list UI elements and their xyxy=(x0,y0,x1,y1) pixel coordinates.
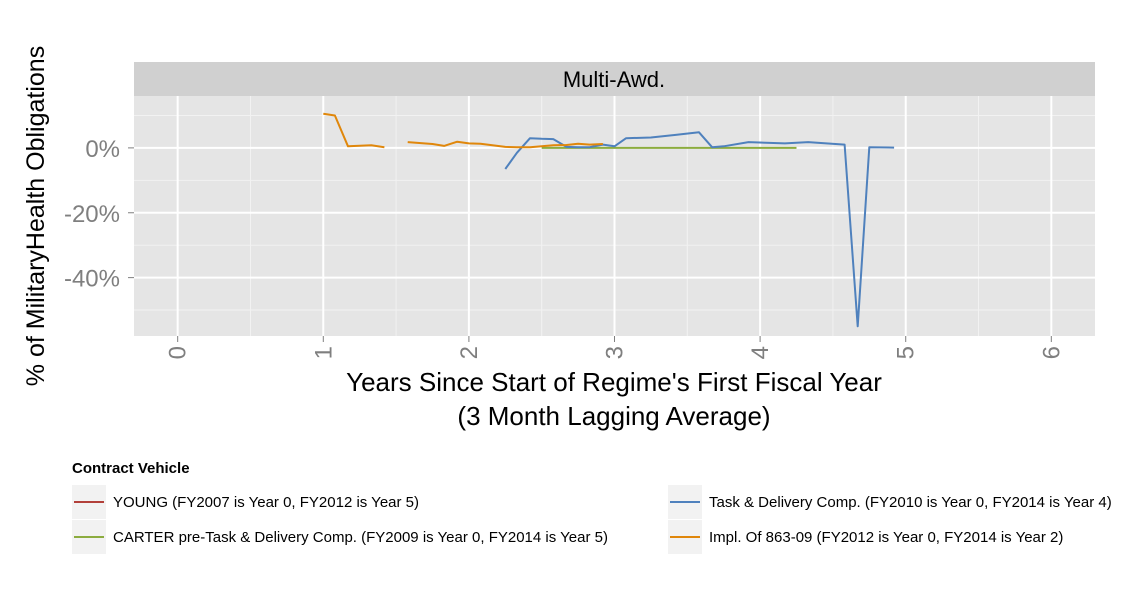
x-tick-label: 0 xyxy=(165,346,192,359)
legend-label: Impl. Of 863-09 (FY2012 is Year 0, FY201… xyxy=(709,529,1063,546)
legend-label: CARTER pre-Task & Delivery Comp. (FY2009… xyxy=(113,529,608,546)
x-axis-title-line1: Years Since Start of Regime's First Fisc… xyxy=(346,367,882,397)
x-tick-label: 4 xyxy=(747,346,774,359)
facet-label: Multi-Awd. xyxy=(563,67,665,92)
legend-label: YOUNG (FY2007 is Year 0, FY2012 is Year … xyxy=(113,494,419,511)
grid-major xyxy=(134,96,1095,336)
legend-item: YOUNG (FY2007 is Year 0, FY2012 is Year … xyxy=(72,485,419,519)
series-line-3 xyxy=(323,112,603,149)
y-tick-label: -20% xyxy=(64,201,120,228)
x-tick-label: 1 xyxy=(310,346,337,359)
legend-item: CARTER pre-Task & Delivery Comp. (FY2009… xyxy=(72,520,608,554)
series-layer xyxy=(323,112,895,328)
legend: YOUNG (FY2007 is Year 0, FY2012 is Year … xyxy=(72,485,1112,554)
facet-strip xyxy=(134,62,1095,96)
y-tick-label: -40% xyxy=(64,266,120,293)
x-tick-label: 6 xyxy=(1038,346,1065,359)
y-axis-title: % of MilitaryHealth Obligations xyxy=(22,46,50,386)
legend-title: Contract Vehicle xyxy=(72,460,190,477)
x-axis-title-line2: (3 Month Lagging Average) xyxy=(457,401,770,431)
x-tick-label: 2 xyxy=(456,346,483,359)
legend-item: Task & Delivery Comp. (FY2010 is Year 0,… xyxy=(668,485,1112,519)
legend-item: Impl. Of 863-09 (FY2012 is Year 0, FY201… xyxy=(668,520,1063,554)
x-tick-label: 5 xyxy=(893,346,920,359)
y-axis-ticks: 0% -20% -40% xyxy=(64,136,134,293)
legend-label: Task & Delivery Comp. (FY2010 is Year 0,… xyxy=(709,494,1112,511)
y-tick-label: 0% xyxy=(85,136,120,163)
x-tick-label: 3 xyxy=(602,346,629,359)
x-axis-ticks: 0 1 2 3 4 5 6 xyxy=(165,336,1065,359)
series-line-2 xyxy=(504,131,895,328)
